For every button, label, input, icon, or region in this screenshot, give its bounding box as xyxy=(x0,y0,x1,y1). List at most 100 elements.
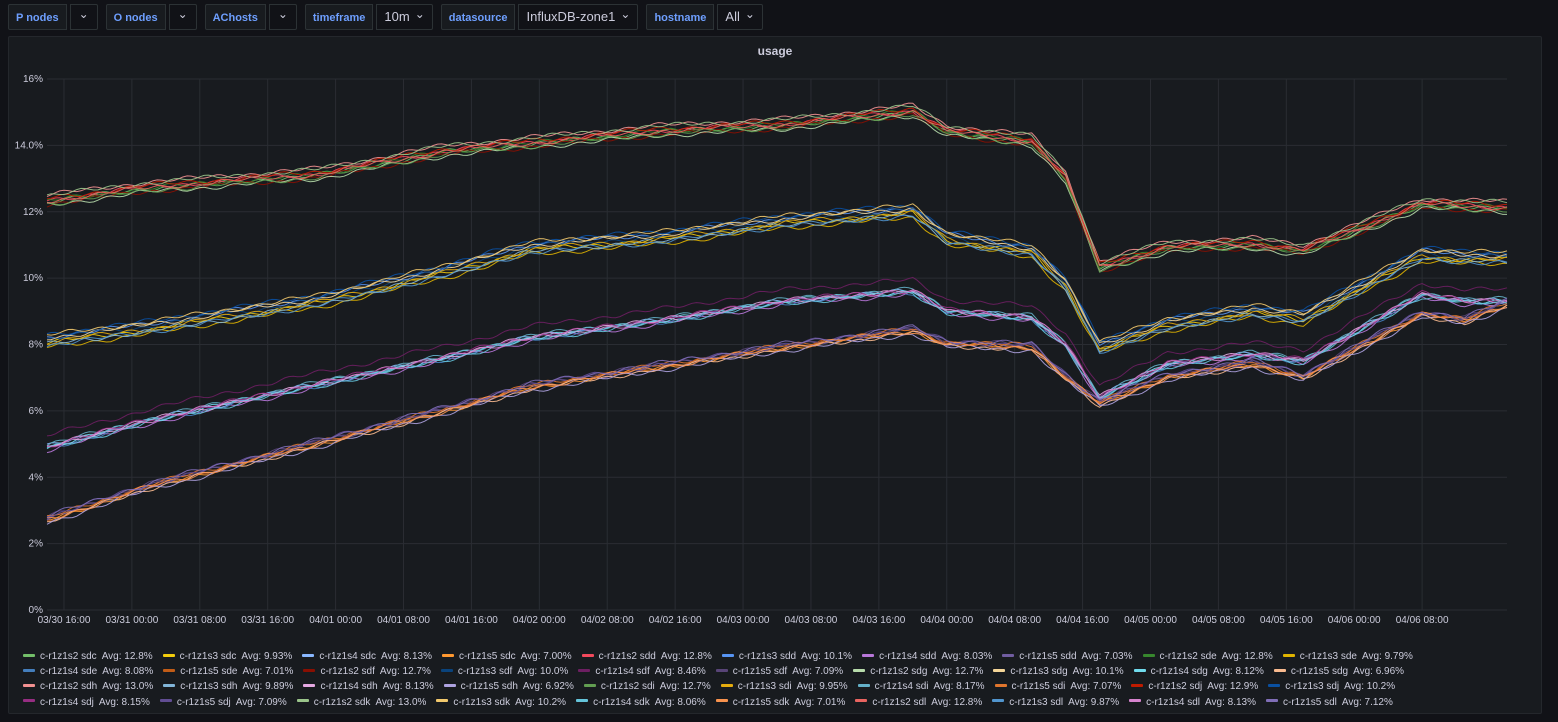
legend-item[interactable]: c-r1z1s5 sdl Avg: 7.12% xyxy=(1266,695,1393,710)
legend-item[interactable]: c-r1z1s5 sdd Avg: 7.03% xyxy=(1002,649,1133,664)
legend-item[interactable]: c-r1z1s2 sdc Avg: 12.8% xyxy=(23,649,153,664)
legend-item[interactable]: c-r1z1s3 sdh Avg: 9.89% xyxy=(163,679,293,694)
series-line xyxy=(46,213,1508,353)
legend-item[interactable]: c-r1z1s2 sdi Avg: 12.7% xyxy=(583,679,711,694)
legend-item[interactable]: c-r1z1s3 sdk Avg: 10.2% xyxy=(436,695,566,710)
variable-dropdown[interactable]: ⌄ xyxy=(268,4,297,30)
legend-item[interactable]: c-r1z1s4 sdh Avg: 8.13% xyxy=(303,679,434,694)
legend-avg: Avg: 12.7% xyxy=(659,681,711,693)
legend-swatch xyxy=(862,653,875,657)
legend-item[interactable]: c-r1z1s2 sdk Avg: 13.0% xyxy=(296,695,427,710)
legend-item[interactable]: c-r1z1s2 sdj Avg: 12.9% xyxy=(1131,679,1258,694)
legend-item[interactable]: c-r1z1s4 sdj Avg: 8.15% xyxy=(23,695,150,710)
legend-swatch xyxy=(302,653,315,657)
x-tick-label: 04/05 00:00 xyxy=(1124,615,1177,626)
variable-dropdown[interactable]: All ⌄ xyxy=(717,4,763,30)
legend-avg: Avg: 9.95% xyxy=(796,681,848,693)
legend-item[interactable]: c-r1z1s5 sdk Avg: 7.01% xyxy=(715,695,845,710)
legend-item[interactable]: c-r1z1s2 sdf Avg: 12.7% xyxy=(303,664,431,679)
legend-item[interactable]: c-r1z1s4 sde Avg: 8.08% xyxy=(23,664,153,679)
legend-item[interactable]: c-r1z1s3 sdl Avg: 9.87% xyxy=(992,695,1119,710)
legend-series-name: c-r1z1s3 sdj xyxy=(1285,681,1340,693)
legend-avg: Avg: 8.12% xyxy=(1212,666,1264,678)
variable-dropdown[interactable]: ⌄ xyxy=(168,4,197,30)
legend-series-name: c-r1z1s5 sde xyxy=(180,666,238,678)
legend-item[interactable]: c-r1z1s3 sdg Avg: 10.1% xyxy=(993,664,1124,679)
legend-avg: Avg: 8.13% xyxy=(382,681,434,693)
legend-item[interactable]: c-r1z1s4 sdl Avg: 8.13% xyxy=(1129,695,1256,710)
legend-item[interactable]: c-r1z1s4 sdd Avg: 8.03% xyxy=(862,649,992,664)
x-tick-label: 04/04 08:00 xyxy=(988,615,1041,626)
legend-series-name: c-r1z1s2 sdc xyxy=(40,651,97,662)
legend-item[interactable]: c-r1z1s2 sdh Avg: 13.0% xyxy=(23,679,153,694)
y-tick-label: 6% xyxy=(29,406,44,417)
legend-series-name: c-r1z1s3 sde xyxy=(1299,651,1357,662)
x-tick-label: 03/31 08:00 xyxy=(173,615,226,626)
y-tick-label: 16% xyxy=(23,74,43,85)
legend-item[interactable]: c-r1z1s4 sdk Avg: 8.06% xyxy=(576,695,706,710)
legend-swatch xyxy=(296,699,309,703)
legend-swatch xyxy=(994,684,1007,688)
chevron-down-icon: ⌄ xyxy=(620,7,631,21)
legend-avg: Avg: 12.8% xyxy=(1221,651,1273,662)
usage-chart[interactable]: 0% 2% 4% 6% 8% 10% 12% 14.0% 16% 03/30 16:00 03/31… xyxy=(9,37,1543,637)
legend-swatch xyxy=(1131,684,1144,688)
legend-item[interactable]: c-r1z1s4 sdi Avg: 8.17% xyxy=(857,679,985,694)
legend-avg: Avg: 8.08% xyxy=(102,666,154,678)
legend-swatch xyxy=(857,684,870,688)
legend-avg: Avg: 12.7% xyxy=(379,666,431,678)
legend-series-name: c-r1z1s4 sdi xyxy=(874,681,929,693)
legend-swatch xyxy=(578,669,591,673)
legend-series-name: c-r1z1s5 sdi xyxy=(1011,681,1066,693)
legend-item[interactable]: c-r1z1s3 sdf Avg: 10.0% xyxy=(440,664,568,679)
legend-item[interactable]: c-r1z1s5 sdh Avg: 6.92% xyxy=(443,679,574,694)
legend-item[interactable]: c-r1z1s5 sdg Avg: 6.96% xyxy=(1273,664,1404,679)
legend-swatch xyxy=(993,669,1006,673)
legend-item[interactable]: c-r1z1s2 sdd Avg: 12.8% xyxy=(581,649,712,664)
legend-series-name: c-r1z1s4 sdd xyxy=(879,651,937,662)
panel-title[interactable]: usage xyxy=(757,44,793,58)
variable-label: timeframe xyxy=(304,4,374,30)
legend-avg: Avg: 7.12% xyxy=(1341,696,1393,708)
legend-avg: Avg: 7.00% xyxy=(520,651,572,662)
variable-dropdown[interactable]: 10m ⌄ xyxy=(376,4,433,30)
legend-item[interactable]: c-r1z1s3 sdc Avg: 9.93% xyxy=(162,649,292,664)
legend-item[interactable]: c-r1z1s3 sde Avg: 9.79% xyxy=(1282,649,1413,664)
legend-swatch xyxy=(1129,699,1142,703)
legend-avg: Avg: 8.17% xyxy=(933,681,985,693)
legend-item[interactable]: c-r1z1s4 sdf Avg: 8.46% xyxy=(578,664,706,679)
x-tick-label: 04/01 08:00 xyxy=(377,615,430,626)
legend-item[interactable]: c-r1z1s2 sde Avg: 12.8% xyxy=(1142,649,1273,664)
legend-swatch xyxy=(23,699,35,703)
legend-item[interactable]: c-r1z1s2 sdl Avg: 12.8% xyxy=(855,695,982,710)
legend-item[interactable]: c-r1z1s5 sde Avg: 7.01% xyxy=(163,664,293,679)
series-line xyxy=(46,109,1508,271)
variable-value: All xyxy=(725,9,740,24)
legend-item[interactable]: c-r1z1s5 sdc Avg: 7.00% xyxy=(441,649,572,664)
variable-dropdown[interactable]: ⌄ xyxy=(69,4,98,30)
legend-item[interactable]: c-r1z1s5 sdf Avg: 7.09% xyxy=(715,664,843,679)
legend-swatch xyxy=(720,684,733,688)
series-line xyxy=(46,306,1508,519)
chevron-down-icon: ⌄ xyxy=(177,7,188,21)
legend-item[interactable]: c-r1z1s4 sdg Avg: 8.12% xyxy=(1133,664,1264,679)
series-line xyxy=(46,109,1508,266)
legend-series-name: c-r1z1s4 sdf xyxy=(595,666,650,678)
legend-series-name: c-r1z1s3 sdd xyxy=(738,651,797,662)
legend-item[interactable]: c-r1z1s4 sdc Avg: 8.13% xyxy=(302,649,432,664)
legend-item[interactable]: c-r1z1s3 sdi Avg: 9.95% xyxy=(720,679,848,694)
variable-dropdown[interactable]: InfluxDB-zone1 ⌄ xyxy=(518,4,639,30)
legend-avg: Avg: 10.1% xyxy=(1072,666,1124,678)
legend-series-name: c-r1z1s2 sdh xyxy=(40,681,98,693)
legend-avg: Avg: 13.0% xyxy=(375,696,427,708)
legend-series-name: c-r1z1s5 sdj xyxy=(176,696,231,708)
variable-timeframe: timeframe 10m ⌄ xyxy=(304,4,433,30)
legend-series-name: c-r1z1s3 sdh xyxy=(180,681,238,693)
chevron-down-icon: ⌄ xyxy=(277,7,288,21)
legend-item[interactable]: c-r1z1s5 sdj Avg: 7.09% xyxy=(159,695,287,710)
legend-item[interactable]: c-r1z1s2 sdg Avg: 12.7% xyxy=(853,664,983,679)
legend-item[interactable]: c-r1z1s3 sdd Avg: 10.1% xyxy=(721,649,852,664)
legend-item[interactable]: c-r1z1s3 sdj Avg: 10.2% xyxy=(1268,679,1395,694)
legend-item[interactable]: c-r1z1s5 sdi Avg: 7.07% xyxy=(994,679,1121,694)
series-line xyxy=(46,203,1508,342)
